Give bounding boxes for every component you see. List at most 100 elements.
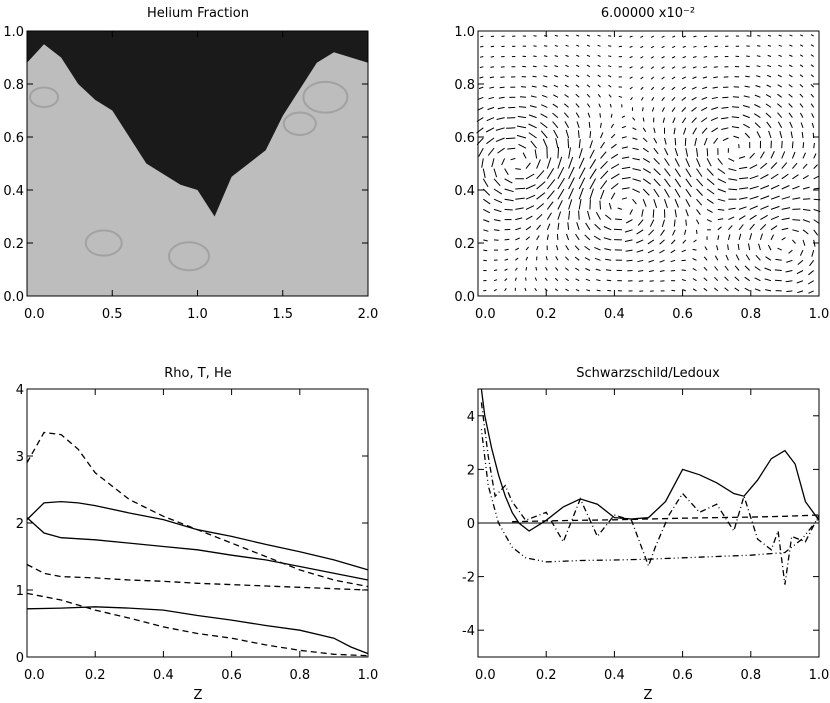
velocity-arrow [600, 180, 608, 190]
velocity-arrow [504, 168, 509, 176]
velocity-arrow [642, 157, 651, 163]
velocity-arrow [703, 266, 708, 271]
velocity-arrow [717, 235, 720, 241]
velocity-arrow [568, 188, 574, 200]
velocity-arrow [731, 126, 740, 129]
velocity-arrow [766, 84, 772, 88]
velocity-arrow [554, 34, 559, 37]
velocity-arrow [742, 105, 750, 108]
velocity-arrow [593, 235, 601, 241]
velocity-arrow [608, 84, 612, 88]
velocity-arrow [522, 152, 527, 159]
velocity-arrow [650, 35, 655, 38]
velocity-arrow [692, 288, 697, 292]
velocity-arrow [706, 198, 714, 204]
velocity-arrow [642, 147, 649, 153]
velocity-arrow [568, 199, 573, 210]
velocity-arrow [757, 35, 761, 37]
velocity-arrow [685, 198, 691, 207]
x-tick-label: 0.6 [221, 668, 242, 683]
velocity-arrow [545, 266, 548, 271]
velocity-arrow [564, 121, 570, 129]
velocity-arrow [554, 75, 559, 78]
velocity-arrow [721, 127, 729, 130]
velocity-arrow [553, 94, 559, 98]
velocity-arrow [525, 205, 535, 210]
velocity-arrow [714, 255, 719, 261]
velocity-arrow [799, 54, 804, 57]
velocity-arrow [578, 139, 581, 149]
velocity-arrow [693, 35, 697, 38]
velocity-arrow [589, 199, 591, 210]
velocity-arrow [755, 85, 761, 88]
x-tick-label: 0.4 [153, 668, 174, 683]
velocity-arrow [532, 75, 537, 78]
velocity-arrow [703, 137, 708, 146]
velocity-arrow [724, 265, 729, 271]
x-tick-label: 0.4 [604, 668, 625, 683]
velocity-arrow [632, 178, 642, 182]
velocity-arrow [542, 138, 548, 149]
velocity-arrow [528, 114, 537, 119]
velocity-arrow [568, 156, 574, 169]
velocity-arrow [576, 222, 580, 230]
panel-rho-t-he: Rho, T, He 0.0 0.2 0.4 0.6 0.8 1.0 0 1 2 3 4 Z [16, 366, 379, 703]
velocity-arrow [543, 65, 548, 68]
series-line-dashed [512, 514, 820, 523]
velocity-arrow [568, 177, 575, 190]
velocity-arrow [497, 147, 505, 154]
velocity-arrow [714, 266, 719, 271]
x-tick-label: 0.8 [740, 668, 761, 683]
velocity-arrow [482, 168, 486, 179]
velocity-arrow [618, 95, 623, 98]
velocity-arrow [540, 130, 548, 139]
velocity-arrow [568, 210, 571, 220]
velocity-arrow [607, 75, 612, 78]
velocity-arrow [802, 219, 811, 223]
velocity-arrow [536, 192, 546, 200]
velocity-arrow [629, 66, 633, 69]
velocity-arrow [738, 233, 742, 241]
velocity-arrow [642, 178, 651, 185]
velocity-arrow [756, 55, 761, 57]
velocity-arrow [702, 76, 708, 79]
velocity-arrow [693, 239, 697, 243]
velocity-arrow [711, 127, 719, 133]
velocity-arrow [813, 142, 815, 149]
velocity-arrow [609, 103, 612, 108]
velocity-arrow [557, 200, 563, 210]
velocity-arrow [810, 93, 815, 98]
y-tick-label: 0 [467, 517, 475, 532]
x-tick-label: 0.0 [475, 668, 496, 683]
velocity-arrow [504, 238, 510, 241]
velocity-arrow [674, 199, 679, 208]
velocity-arrow [799, 112, 804, 118]
velocity-arrow [589, 149, 595, 159]
velocity-arrow [813, 229, 819, 236]
velocity-arrow [810, 84, 815, 88]
velocity-arrow [701, 117, 708, 123]
line-plot [478, 388, 820, 585]
velocity-arrow [682, 289, 686, 292]
velocity-arrow [576, 44, 580, 47]
y-axis-ticks: 0.0 0.2 0.4 0.6 0.8 1.0 [454, 25, 819, 305]
y-tick-label: 2 [16, 517, 24, 532]
velocity-arrow [777, 93, 782, 98]
velocity-arrow [739, 197, 748, 200]
velocity-arrow [682, 239, 687, 244]
velocity-arrow [734, 276, 740, 282]
velocity-arrow [799, 34, 804, 37]
velocity-arrow [597, 93, 601, 98]
velocity-arrow [659, 270, 665, 272]
velocity-arrow [600, 189, 605, 200]
velocity-arrow [600, 151, 607, 159]
x-tick-label: 1.0 [358, 668, 379, 683]
velocity-arrow [749, 223, 755, 231]
velocity-arrow [802, 229, 809, 235]
velocity-arrow [614, 218, 622, 221]
velocity-arrow [585, 278, 591, 282]
velocity-arrow [717, 158, 723, 165]
velocity-arrow [756, 131, 761, 139]
velocity-arrow [586, 93, 591, 98]
velocity-arrow [647, 249, 655, 254]
